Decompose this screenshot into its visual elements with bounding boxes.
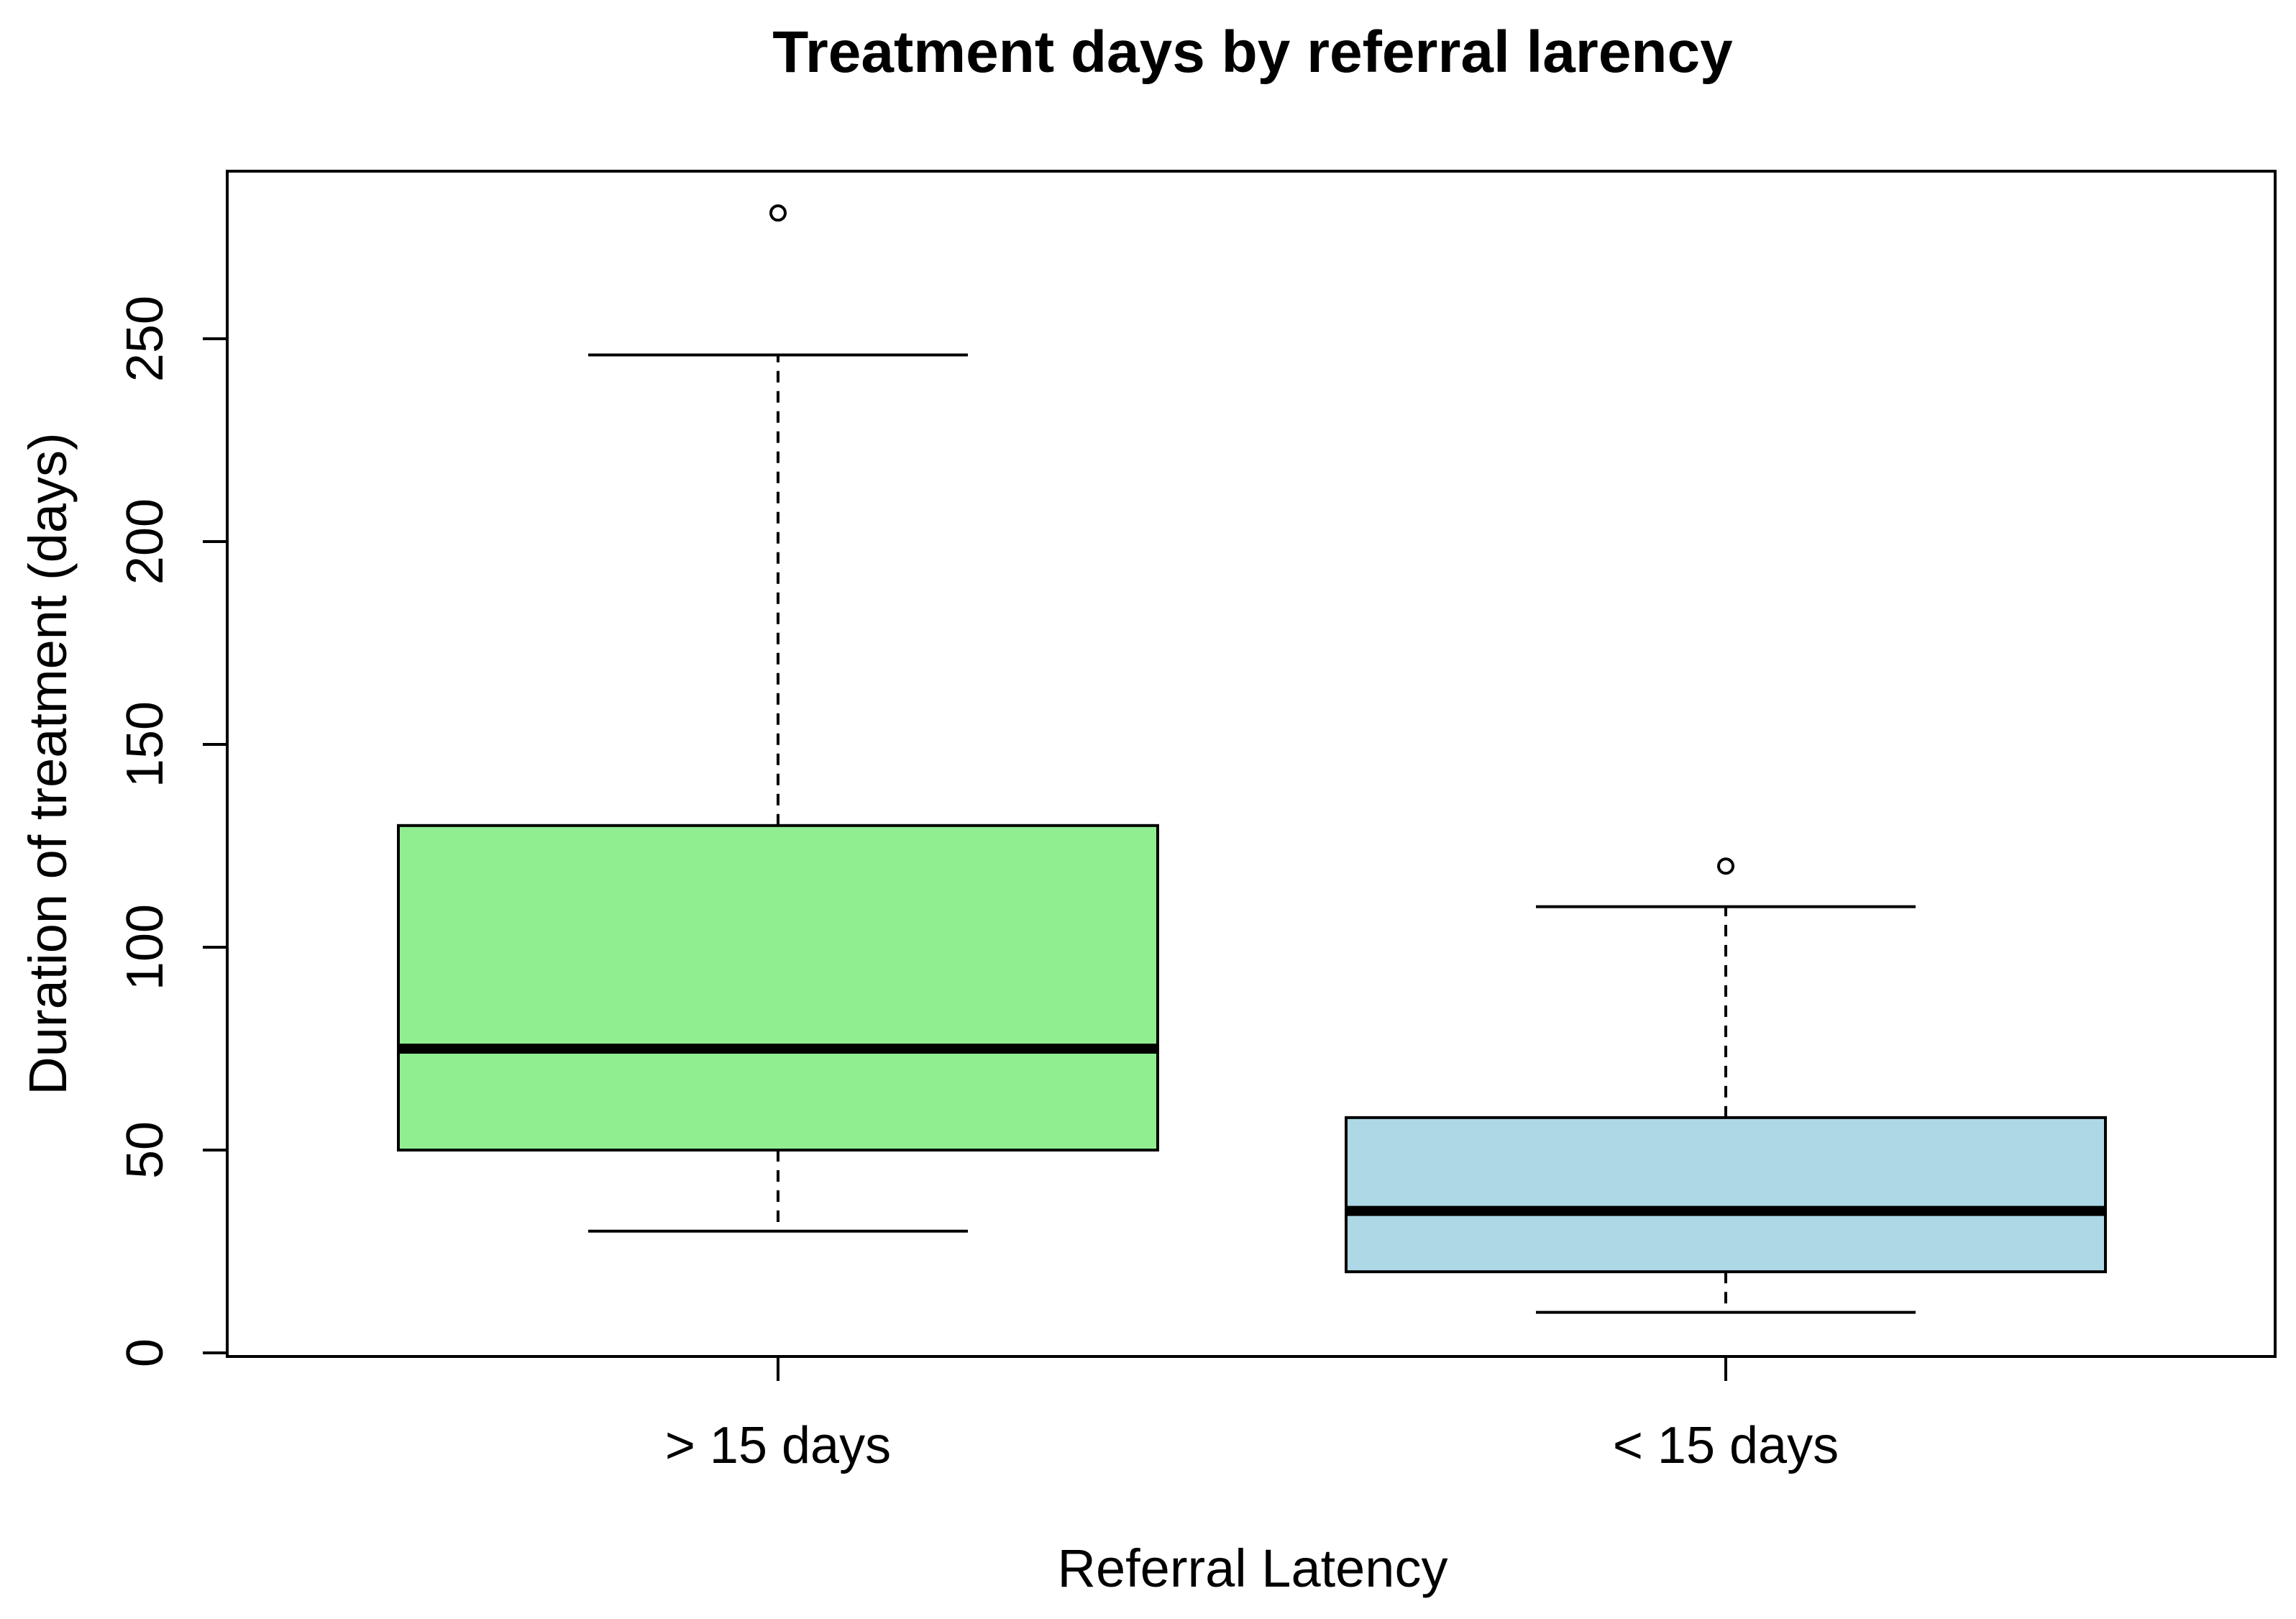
outlier-point — [1717, 857, 1734, 875]
box-iqr — [397, 824, 1159, 1152]
y-axis-label: Duration of treatment (days) — [18, 432, 78, 1095]
box-iqr — [1345, 1116, 2107, 1274]
x-tick-label: > 15 days — [665, 1417, 891, 1474]
box-group — [397, 204, 1159, 1233]
y-tick-label: 50 — [116, 1121, 174, 1179]
y-tick-label: 250 — [116, 296, 174, 382]
boxes — [397, 204, 2107, 1314]
x-axis-label: Referral Latency — [1058, 1538, 1448, 1598]
y-tick-label: 150 — [116, 701, 174, 788]
y-tick-label: 100 — [116, 904, 174, 990]
chart-title: Treatment days by referral larency — [772, 19, 1733, 85]
x-tick-label: < 15 days — [1613, 1417, 1839, 1474]
y-tick-label: 200 — [116, 498, 174, 585]
outlier-point — [769, 204, 787, 222]
y-tick-label: 0 — [116, 1338, 174, 1367]
y-axis: 0 50 100 150 200 250 — [116, 296, 229, 1367]
x-axis: > 15 days < 15 days — [665, 1356, 1839, 1474]
box-group — [1345, 857, 2107, 1314]
